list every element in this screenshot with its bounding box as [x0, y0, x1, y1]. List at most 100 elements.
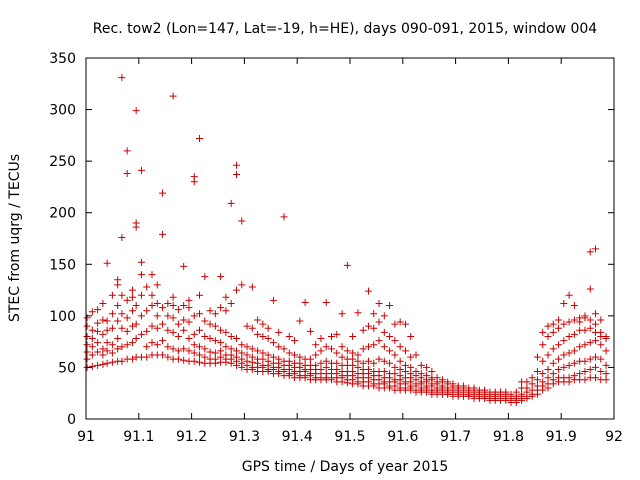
data-point: [137, 166, 145, 174]
data-point: [586, 355, 594, 363]
data-point: [602, 347, 610, 355]
data-point: [560, 320, 568, 328]
data-point: [180, 345, 188, 353]
data-point: [533, 376, 541, 384]
data-point: [306, 355, 314, 363]
data-point: [254, 316, 262, 324]
data-point: [164, 353, 172, 361]
data-point: [322, 363, 330, 371]
data-point: [549, 376, 557, 384]
data-point: [338, 343, 346, 351]
data-point: [581, 341, 589, 349]
data-point: [312, 341, 320, 349]
data-point: [328, 345, 336, 353]
data-point: [94, 361, 102, 369]
data-point: [438, 376, 446, 384]
data-point: [555, 341, 563, 349]
data-point: [364, 343, 372, 351]
data-point: [196, 134, 204, 142]
data-point: [444, 378, 452, 386]
x-tick-label: 91.3: [229, 429, 260, 445]
data-point: [470, 384, 478, 392]
data-point: [248, 345, 256, 353]
data-point: [581, 312, 589, 320]
data-point: [396, 343, 404, 351]
data-point: [407, 332, 415, 340]
data-point: [354, 357, 362, 365]
data-point: [512, 388, 520, 396]
x-axis-label: GPS time / Days of year 2015: [242, 459, 449, 475]
data-point: [108, 358, 116, 366]
data-point: [114, 317, 122, 325]
data-point: [148, 291, 156, 299]
data-point: [201, 345, 209, 353]
data-point: [597, 328, 605, 336]
data-point: [264, 335, 272, 343]
data-point: [238, 349, 246, 357]
data-point: [217, 273, 225, 281]
data-point: [137, 291, 145, 299]
data-point: [222, 307, 230, 315]
data-point: [533, 353, 541, 361]
data-point: [354, 363, 362, 371]
data-point: [549, 328, 557, 336]
data-point: [217, 339, 225, 347]
data-point: [449, 380, 457, 388]
data-point: [565, 361, 573, 369]
data-point: [137, 312, 145, 320]
data-point: [275, 343, 283, 351]
data-point: [238, 217, 246, 225]
data-point: [206, 348, 214, 356]
data-point: [232, 353, 240, 361]
data-point: [217, 304, 225, 312]
data-point: [349, 355, 357, 363]
y-tick-label: 150: [49, 257, 76, 273]
axes: 91 91.1 91.2 91.3 91.4 91.5 91.6 91.7 91.8 91.9 92…: [49, 51, 623, 445]
data-point: [123, 296, 131, 304]
data-point: [159, 230, 167, 238]
data-point: [108, 349, 116, 357]
data-point: [285, 357, 293, 365]
data-point: [460, 382, 468, 390]
data-point: [118, 74, 126, 82]
data-point: [232, 171, 240, 179]
data-point: [549, 359, 557, 367]
data-point: [317, 365, 325, 373]
data-point: [148, 339, 156, 347]
data-point: [539, 378, 547, 386]
data-point: [196, 326, 204, 334]
data-point: [232, 286, 240, 294]
data-point: [539, 370, 547, 378]
data-point: [132, 302, 140, 310]
data-point: [211, 322, 219, 330]
data-point: [211, 310, 219, 318]
data-point: [523, 384, 531, 392]
data-point: [254, 330, 262, 338]
data-point: [222, 328, 230, 336]
data-point: [169, 314, 177, 322]
data-point: [586, 324, 594, 332]
data-point: [169, 293, 177, 301]
data-point: [180, 302, 188, 310]
data-point: [533, 368, 541, 376]
data-point: [180, 356, 188, 364]
data-point: [549, 370, 557, 378]
data-point: [275, 355, 283, 363]
data-point: [544, 332, 552, 340]
data-point: [123, 327, 131, 335]
data-point: [232, 347, 240, 355]
data-point: [570, 372, 578, 380]
data-point: [555, 316, 563, 324]
data-point: [164, 312, 172, 320]
data-point: [570, 359, 578, 367]
data-point: [412, 368, 420, 376]
data-point: [99, 345, 107, 353]
data-point: [549, 345, 557, 353]
data-point: [103, 359, 111, 367]
data-point: [148, 302, 156, 310]
data-point: [103, 317, 111, 325]
data-point: [243, 357, 251, 365]
data-point: [602, 376, 610, 384]
data-point: [396, 365, 404, 373]
data-point: [544, 365, 552, 373]
